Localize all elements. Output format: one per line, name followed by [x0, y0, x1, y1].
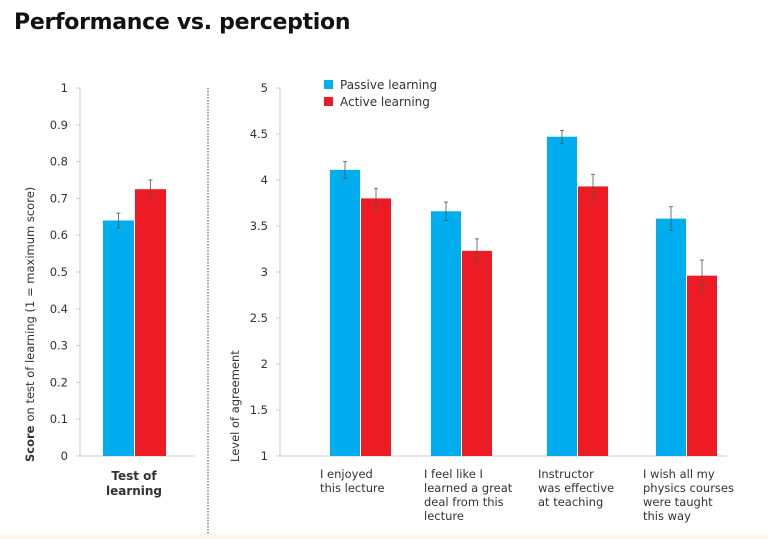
x-category-label: learning: [106, 484, 162, 498]
x-category-label: Instructor: [538, 467, 594, 481]
x-category-label: I wish all my: [643, 467, 715, 481]
x-category-label: at teaching: [538, 495, 603, 509]
y-tick-label: 0: [61, 449, 68, 463]
y-axis-label: Level of agreement: [228, 350, 242, 462]
y-tick-label: 3.5: [250, 219, 268, 233]
y-tick-label: 2.5: [250, 311, 268, 325]
y-tick-label: 1: [61, 81, 68, 95]
legend-swatch-passive: [324, 80, 333, 89]
y-tick-label: 1.5: [250, 403, 268, 417]
y-tick-label: 3: [261, 265, 268, 279]
y-tick-label: 4.5: [250, 127, 268, 141]
y-axis-label: Score on test of learning (1 = maximum s…: [23, 187, 37, 462]
x-category-label: Test of: [111, 469, 157, 483]
x-category-label: I enjoyed: [320, 467, 373, 481]
x-category-label: learned a great: [424, 481, 513, 495]
bar-active: [578, 186, 608, 456]
legend-swatch-active: [324, 97, 333, 106]
legend-label: Active learning: [340, 95, 430, 109]
y-tick-label: 0.5: [50, 265, 68, 279]
y-tick-label: 0.8: [50, 155, 68, 169]
y-tick-label: 5: [261, 81, 268, 95]
y-tick-label: 0.9: [50, 118, 68, 132]
y-tick-label: 2: [261, 357, 268, 371]
bar-passive: [656, 218, 686, 456]
bar-passive: [103, 220, 134, 456]
bar-passive: [431, 211, 461, 456]
y-tick-label: 0.1: [50, 412, 68, 426]
page-title: Performance vs. perception: [14, 10, 351, 35]
x-category-label: deal from this: [424, 495, 504, 509]
bar-active: [687, 275, 717, 456]
y-tick-label: 0.4: [50, 302, 68, 316]
y-tick-label: 1: [261, 449, 268, 463]
y-tick-label: 4: [261, 173, 268, 187]
y-tick-label: 0.7: [50, 191, 68, 205]
y-tick-label: 0.6: [50, 228, 68, 242]
bar-active: [462, 250, 492, 456]
bar-active: [361, 198, 391, 456]
bar-active: [135, 189, 166, 456]
y-tick-label: 0.3: [50, 339, 68, 353]
x-category-label: were taught: [643, 495, 713, 509]
x-category-label: lecture: [424, 509, 464, 523]
x-category-label: was effective: [538, 481, 614, 495]
x-category-label: this lecture: [320, 481, 385, 495]
footer-strip: [0, 534, 768, 539]
bar-passive: [330, 169, 360, 456]
bar-passive: [547, 136, 577, 456]
legend-label: Passive learning: [340, 78, 437, 92]
x-category-label: physics courses: [643, 481, 734, 495]
x-category-label: I feel like I: [424, 467, 483, 481]
x-category-label: this way: [643, 509, 691, 523]
y-tick-label: 0.2: [50, 375, 68, 389]
